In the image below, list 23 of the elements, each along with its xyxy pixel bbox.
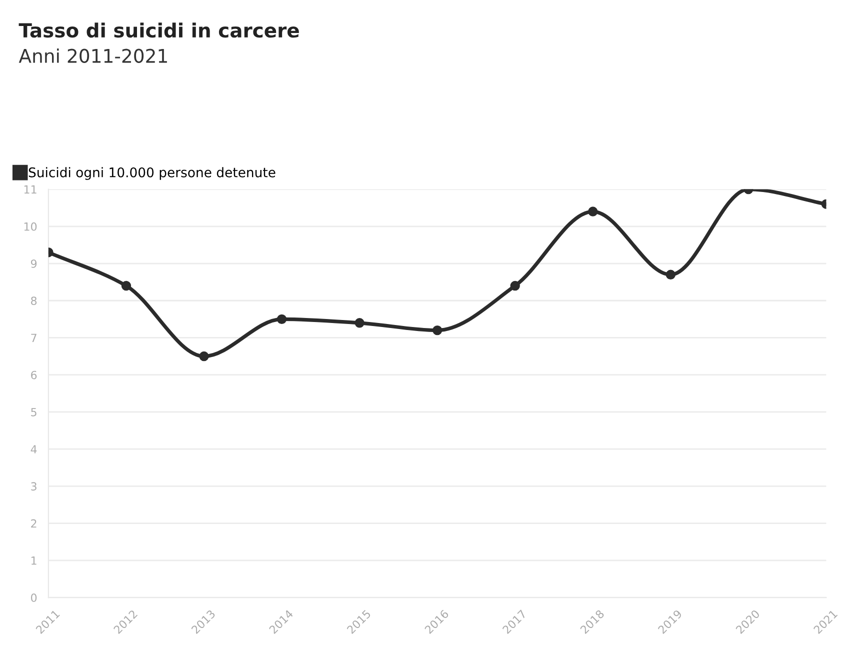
y-tick-label: 2	[31, 519, 36, 528]
point	[199, 351, 209, 362]
point	[276, 314, 287, 324]
y-tick-label: 3	[31, 482, 36, 491]
point	[588, 206, 598, 216]
point	[432, 325, 442, 336]
chart-title: Tasso di suicidi in carcere	[18, 22, 299, 38]
y-tick-label: 8	[31, 296, 37, 306]
point	[666, 270, 676, 280]
y-tick-label: 7	[31, 334, 36, 342]
y-tick-label: 9	[30, 259, 37, 268]
y-tick-label: 6	[31, 370, 37, 380]
point	[354, 318, 364, 328]
y-tick-label: 5	[31, 408, 36, 416]
y-tick-label: 11	[24, 185, 36, 194]
y-tick-label: 4	[30, 445, 37, 454]
chart-subtitle: Anni 2011-2021	[18, 48, 167, 63]
y-tick-label: 0	[31, 594, 37, 602]
y-tick-label: 10	[24, 222, 37, 231]
point	[121, 280, 132, 291]
point	[510, 280, 520, 291]
y-tick-label: 1	[31, 556, 36, 565]
legend-label: Suicidi ogni 10.000 persone detenute	[28, 167, 276, 180]
